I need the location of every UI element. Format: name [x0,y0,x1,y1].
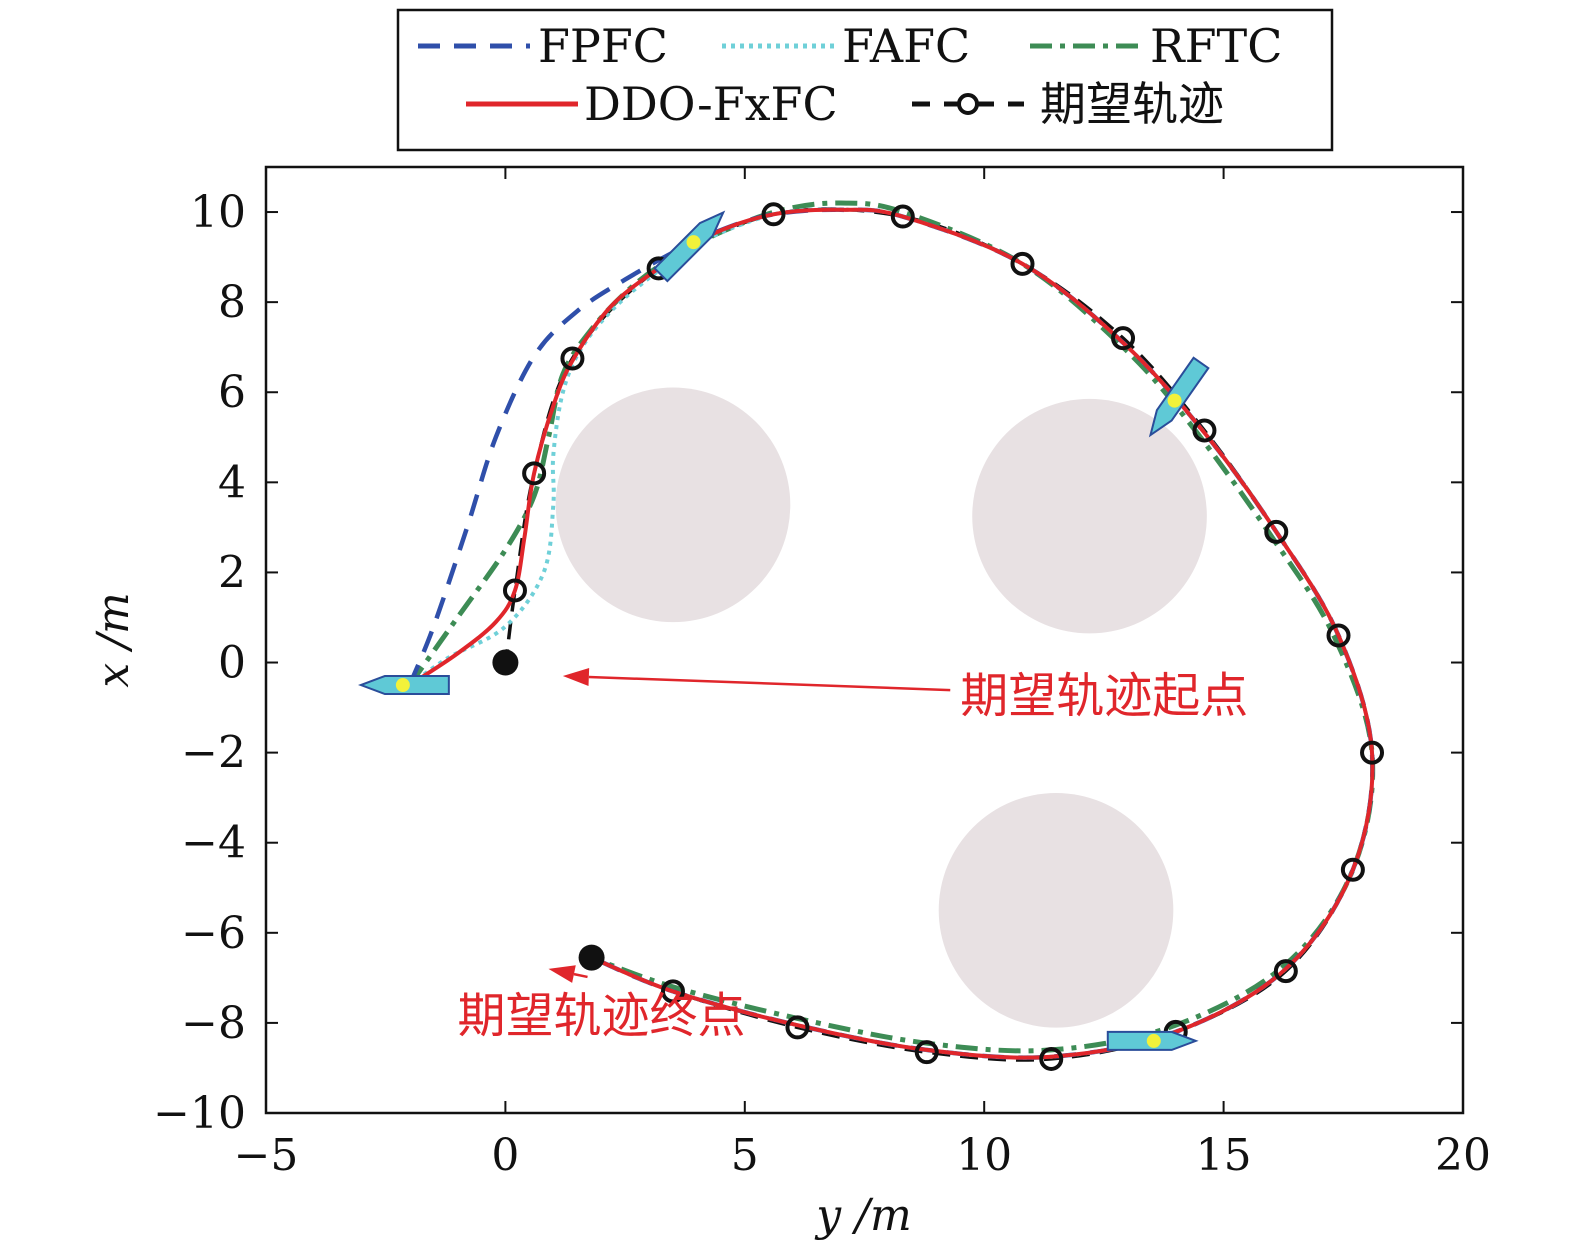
desired-trajectory-marker [1360,740,1385,765]
legend-label-fafc: FAFC [842,19,970,73]
desired-trajectory-marker [914,1040,939,1065]
series-lines [407,200,1376,1062]
desired-trajectory-marker [522,461,547,486]
desired-trajectory-marker [785,1015,810,1040]
desired-trajectory-marker [1111,326,1136,351]
y-tick-label: −10 [153,1088,246,1139]
desired-trajectory-marker [1326,623,1351,648]
desired-trajectory-marker [660,979,685,1004]
series-line-fpfc [407,207,1375,1060]
start-annotation-label: 期望轨迹起点 [960,668,1248,724]
series-line-ddo-fxfc [408,207,1375,1060]
desired-trajectory-marker [1273,959,1298,984]
series-line-rftc [407,200,1376,1054]
desired-trajectory-marker [890,204,915,229]
x-tick-label: 5 [731,1130,759,1181]
legend: FPFC FAFC RFTC DDO-FxFC 期望轨迹 [396,8,1334,152]
series-line- [503,207,1375,1062]
vessel-center [395,678,410,693]
y-axis-title: x /m [88,592,139,687]
desired-trajectory-marker [502,578,527,603]
legend-label-desired: 期望轨迹 [1040,77,1224,131]
vessel-center [1146,1033,1161,1048]
end-annotation-arrow [573,972,588,979]
end-point-dot [578,944,605,971]
x-tick-label: 0 [491,1130,519,1181]
desired-trajectory-marker [1340,857,1365,882]
vessels [358,210,1210,1051]
x-tick-label: −5 [234,1130,299,1181]
x-tick-label: 10 [956,1130,1012,1181]
y-tick-label: 8 [218,277,246,328]
vessel [653,210,726,283]
y-tick-label: 4 [218,457,246,508]
x-axis-title: y /m [814,1190,911,1241]
series-line-fafc [408,207,1375,1060]
obstacle-circle [555,387,791,623]
desired-trajectory-marker [1039,1046,1064,1071]
legend-marker-desired [957,93,979,115]
desired-trajectory-marker [1192,418,1217,443]
plot-frame [264,165,1465,1115]
start-point-dot [492,649,519,676]
desired-trajectory-marker [1010,251,1035,276]
obstacle-circle [972,398,1207,634]
desired-trajectory-marker [1264,519,1289,544]
start-annotation-arrowhead [562,667,590,686]
desired-trajectory-marker [560,346,585,371]
end-annotation-label: 期望轨迹终点 [458,988,746,1044]
vessel-center [686,235,701,250]
vessel [1148,356,1210,438]
y-tick-label: −6 [181,908,246,959]
vessel-center [1167,393,1182,408]
vessel [1106,1030,1199,1051]
y-tick-label: 6 [218,367,246,418]
axis-ticks [265,167,1464,1114]
x-tick-label: 20 [1435,1130,1491,1181]
y-tick-label: −2 [181,728,246,779]
y-tick-label: −4 [181,818,246,869]
legend-label-fpfc: FPFC [538,19,668,73]
start-annotation-arrow [588,675,951,692]
legend-label-rftc: RFTC [1150,19,1282,73]
vessel [358,675,450,696]
x-tick-label: 15 [1196,1130,1252,1181]
y-tick-label: 2 [218,547,246,598]
annotations: 期望轨迹起点 期望轨迹终点 [458,667,1248,1044]
legend-box [396,8,1334,152]
trajectory-markers [492,202,1385,1071]
y-tick-label: −8 [181,998,246,1049]
end-annotation-arrowhead [548,965,576,983]
desired-trajectory-marker [761,202,786,227]
y-tick-label: 0 [218,638,246,689]
obstacles [555,387,1207,1028]
legend-label-ddo-fxfc: DDO-FxFC [584,77,838,131]
obstacle-circle [938,792,1174,1028]
y-tick-label: 10 [190,187,246,238]
